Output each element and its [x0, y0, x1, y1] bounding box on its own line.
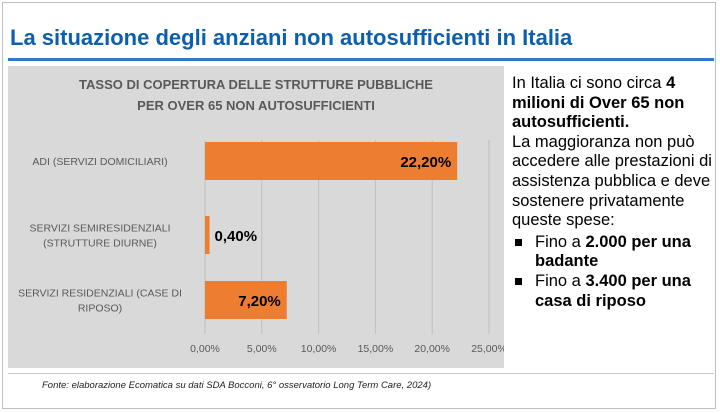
bar [205, 281, 287, 319]
cost-list-item-badante: Fino a 2.000 per una badante [512, 233, 712, 272]
side-paragraph-2: La maggioranza non può accedere alle pre… [512, 132, 712, 230]
title-underline [8, 58, 714, 61]
coverage-bar-chart: TASSO DI COPERTURA DELLE STRUTTURE PUBBL… [18, 77, 504, 355]
category-label: (STRUTTURE DIURNE) [43, 238, 157, 250]
bullet-1-bold: 2.000 per una badante [535, 232, 691, 271]
square-bullet-icon [515, 238, 522, 246]
x-tick-label: 15,00% [358, 343, 394, 355]
slide-title: La situazione degli anziani non autosuff… [10, 25, 573, 50]
x-tick-label: 10,00% [301, 343, 337, 355]
slide-frame [2, 2, 716, 409]
side-paragraph-1: In Italia ci sono circa 4 milioni di Ove… [512, 74, 712, 133]
data-label: 0,40% [215, 228, 258, 245]
category-label: RIPOSO) [78, 303, 122, 315]
category-label: ADI (SERVIZI DOMICILIARI) [32, 156, 167, 168]
bullet-1-plain: Fino a [535, 232, 586, 251]
bullet-2-plain: Fino a [535, 271, 586, 290]
side-p1-plain: In Italia ci sono circa [512, 74, 667, 92]
chart-title-line: TASSO DI COPERTURA DELLE STRUTTURE PUBBL… [79, 77, 433, 92]
bullet-2-bold: 3.400 per una casa di riposo [535, 271, 691, 310]
bar [205, 142, 458, 180]
source-note: Fonte: elaborazione Ecomatica su dati SD… [42, 380, 432, 391]
cost-list: Fino a 2.000 per una badante Fino a 3.40… [512, 233, 712, 311]
bar [205, 216, 210, 254]
side-p1-bold: 4 milioni di Over 65 non autosufficienti… [512, 74, 685, 132]
x-tick-label: 0,00% [190, 343, 220, 355]
side-text: In Italia ci sono circa 4 milioni di Ove… [512, 74, 712, 311]
chart-title-line: PER OVER 65 NON AUTOSUFFICIENTI [137, 98, 375, 113]
cost-list-item-casa-riposo: Fino a 3.400 per una casa di riposo [512, 272, 712, 311]
data-label: 22,20% [400, 154, 451, 171]
category-label: SERVIZI SEMIRESIDENZIALI [29, 223, 170, 235]
x-tick-label: 20,00% [414, 343, 450, 355]
x-tick-label: 5,00% [247, 343, 277, 355]
data-label: 7,20% [238, 293, 281, 310]
square-bullet-icon [515, 277, 522, 285]
x-tick-label: 25,00% [471, 343, 504, 355]
category-label: SERVIZI RESIDENZIALI (CASE DI [18, 288, 182, 300]
chart-panel: TASSO DI COPERTURA DELLE STRUTTURE PUBBL… [8, 66, 504, 368]
footer-divider [8, 373, 714, 374]
